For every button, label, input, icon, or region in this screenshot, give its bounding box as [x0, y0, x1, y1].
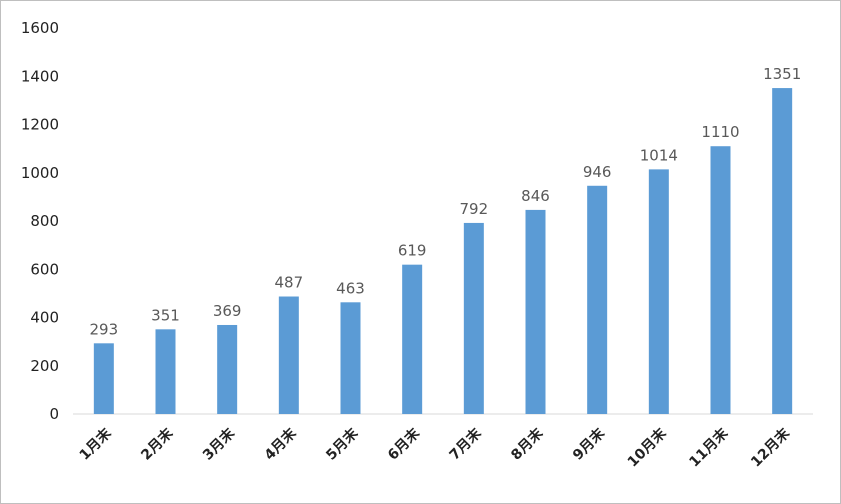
x-tick-label: 11月末	[686, 424, 732, 470]
y-tick-label: 400	[30, 309, 59, 327]
bar	[217, 324, 238, 414]
bar	[155, 329, 176, 414]
data-label: 619	[398, 242, 427, 260]
data-label: 1110	[701, 123, 739, 141]
x-tick-label: 6月末	[384, 424, 423, 463]
y-tick-label: 800	[30, 212, 59, 230]
bar	[710, 146, 731, 414]
bar	[525, 209, 546, 414]
y-tick-label: 0	[49, 405, 59, 423]
bar	[278, 296, 299, 414]
data-label: 846	[521, 187, 550, 205]
bar	[463, 222, 484, 414]
data-label: 293	[90, 320, 119, 338]
y-tick-label: 1400	[21, 67, 59, 85]
x-tick-label: 12月末	[747, 424, 793, 470]
bar	[587, 185, 608, 414]
x-tick-label: 2月末	[138, 424, 177, 463]
data-label: 351	[151, 306, 180, 324]
x-tick-label: 8月末	[508, 424, 547, 463]
y-tick-label: 1000	[21, 164, 59, 182]
data-label: 1014	[640, 146, 678, 164]
data-label: 792	[460, 200, 489, 218]
x-tick-label: 9月末	[569, 424, 608, 463]
x-axis-ticks: 1月末 2月末 3月末 4月末 5月末 6月末 7月末 8月末 9月末 10月末 11月末 12月末	[76, 424, 794, 470]
x-tick-label: 4月末	[261, 424, 300, 463]
x-tick-label: 3月末	[199, 424, 238, 463]
y-tick-label: 600	[30, 260, 59, 278]
data-label: 946	[583, 163, 612, 181]
bars	[93, 88, 793, 414]
bar	[340, 302, 361, 414]
data-label: 369	[213, 302, 242, 320]
x-tick-label: 5月末	[323, 424, 362, 463]
bar	[772, 88, 793, 414]
x-tick-label: 7月末	[446, 424, 485, 463]
bar	[402, 264, 423, 414]
x-tick-label: 10月末	[624, 424, 670, 470]
y-tick-label: 1200	[21, 116, 59, 134]
x-tick-label: 1月末	[76, 424, 115, 463]
y-tick-label: 1600	[21, 19, 59, 37]
y-tick-label: 200	[30, 357, 59, 375]
bar	[93, 343, 114, 414]
data-labels: 293 351 369 487 463 619 792 846 946 1014 1110 1351	[90, 65, 802, 338]
bar	[648, 169, 669, 414]
y-axis-ticks: 0 200 400 600 800 1000 1200 1400 1600	[21, 19, 59, 423]
data-label: 1351	[763, 65, 801, 83]
data-label: 487	[275, 274, 304, 292]
data-label: 463	[336, 279, 365, 297]
